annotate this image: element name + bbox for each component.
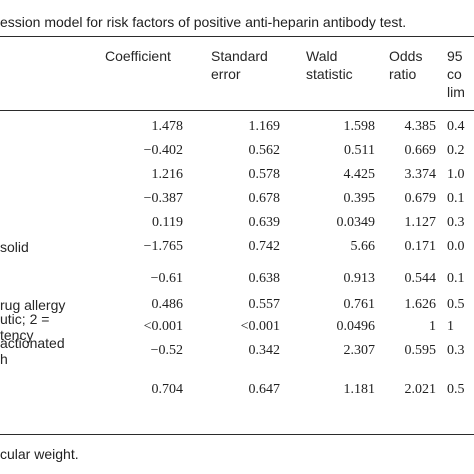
table-cell: 0.639 <box>248 215 281 230</box>
table-footnote: cular weight. <box>0 446 79 462</box>
row-label: solid <box>0 239 29 255</box>
table-cell: −0.61 <box>150 271 183 286</box>
table-cell: 0.5 <box>447 382 465 397</box>
row-label: tency <box>0 327 34 343</box>
table-cell: 2.307 <box>343 343 376 358</box>
table-cell: 0.119 <box>152 215 183 230</box>
column-header-line: 95 <box>447 48 463 64</box>
table-cell: 0.1 <box>447 191 465 206</box>
table-cell: 1.181 <box>343 382 376 397</box>
table-cell: −0.52 <box>150 343 183 358</box>
column-header-line: co <box>447 66 462 82</box>
table-cell: 0.3 <box>447 343 465 358</box>
table-cell: 0.486 <box>151 297 184 312</box>
table-cell: 0.679 <box>404 191 437 206</box>
table-cell: 0.4 <box>447 119 465 134</box>
table-cell: 0.595 <box>404 343 437 358</box>
table-cell: 0.395 <box>343 191 376 206</box>
column-header-line: statistic <box>306 66 353 82</box>
table-cell: 0.1 <box>447 271 465 286</box>
table-cell: 0.557 <box>248 297 281 312</box>
table-cell: 0.647 <box>248 382 281 397</box>
table-cell: 1.169 <box>248 119 281 134</box>
table-cell: 0.0349 <box>336 215 376 230</box>
table-cell: 0.5 <box>447 297 465 312</box>
table-cell: <0.001 <box>240 319 280 334</box>
column-header-line: Wald <box>306 48 338 64</box>
table-cell: −1.765 <box>143 239 183 254</box>
table-cell: 0.678 <box>248 191 281 206</box>
table-cell: 0.562 <box>248 143 281 158</box>
table-cell: 4.425 <box>343 167 376 182</box>
header-rule <box>0 110 474 111</box>
column-header-1: Coefficient <box>105 47 171 65</box>
table-cell: 4.385 <box>404 119 437 134</box>
table-cell: 0.544 <box>404 271 437 286</box>
table-cell: −0.402 <box>143 143 183 158</box>
table-cell: 0.511 <box>344 143 375 158</box>
table-cell: 1.216 <box>151 167 184 182</box>
row-label: actionated <box>0 335 65 351</box>
table-cell: 0.342 <box>248 343 281 358</box>
table-cell: 0.761 <box>343 297 376 312</box>
table-cell: 1.626 <box>404 297 437 312</box>
table-cell: 1.598 <box>343 119 376 134</box>
row-label: rug allergy <box>0 297 66 313</box>
table-cell: −0.387 <box>143 191 183 206</box>
column-header-line: ratio <box>389 66 417 82</box>
column-header-line: Standard <box>211 48 268 64</box>
table-cell: 0.2 <box>447 143 465 158</box>
table-cell: 0.578 <box>248 167 281 182</box>
table-title: ession model for risk factors of positiv… <box>0 14 407 30</box>
table-cell: <0.001 <box>143 319 183 334</box>
column-header-line: lim <box>447 84 465 100</box>
table-cell: 2.021 <box>404 382 437 397</box>
table-cell: 0.913 <box>343 271 376 286</box>
bottom-rule <box>0 434 474 435</box>
table-cell: 1.127 <box>404 215 437 230</box>
table-cell: 0.638 <box>248 271 281 286</box>
table-cell: 1.478 <box>151 119 184 134</box>
column-header-line: Coefficient <box>105 48 171 64</box>
column-header-line: Odds <box>389 48 423 64</box>
table-cell: 0.704 <box>151 382 184 397</box>
table-cell: 0.669 <box>404 143 437 158</box>
column-header-line: error <box>211 66 241 82</box>
row-label: utic; 2 = <box>0 311 50 327</box>
top-rule <box>0 36 474 37</box>
column-header-3: Wald statistic <box>306 47 353 83</box>
column-header-2: Standard error <box>211 47 268 83</box>
table-cell: 1 <box>429 319 436 334</box>
table-cell: 5.66 <box>350 239 376 254</box>
column-header-5: 95 co lim <box>447 47 465 101</box>
table-cell: 0.742 <box>248 239 281 254</box>
row-label: h <box>0 351 8 367</box>
table-cell: 0.171 <box>404 239 437 254</box>
table-cell: 1 <box>447 319 454 334</box>
table-cell: 1.0 <box>447 167 465 182</box>
table-cell: 3.374 <box>404 167 437 182</box>
table-cell: 0.0 <box>447 239 465 254</box>
table-cell: 0.0496 <box>336 319 376 334</box>
table-cell: 0.3 <box>447 215 465 230</box>
column-header-4: Odds ratio <box>389 47 422 83</box>
